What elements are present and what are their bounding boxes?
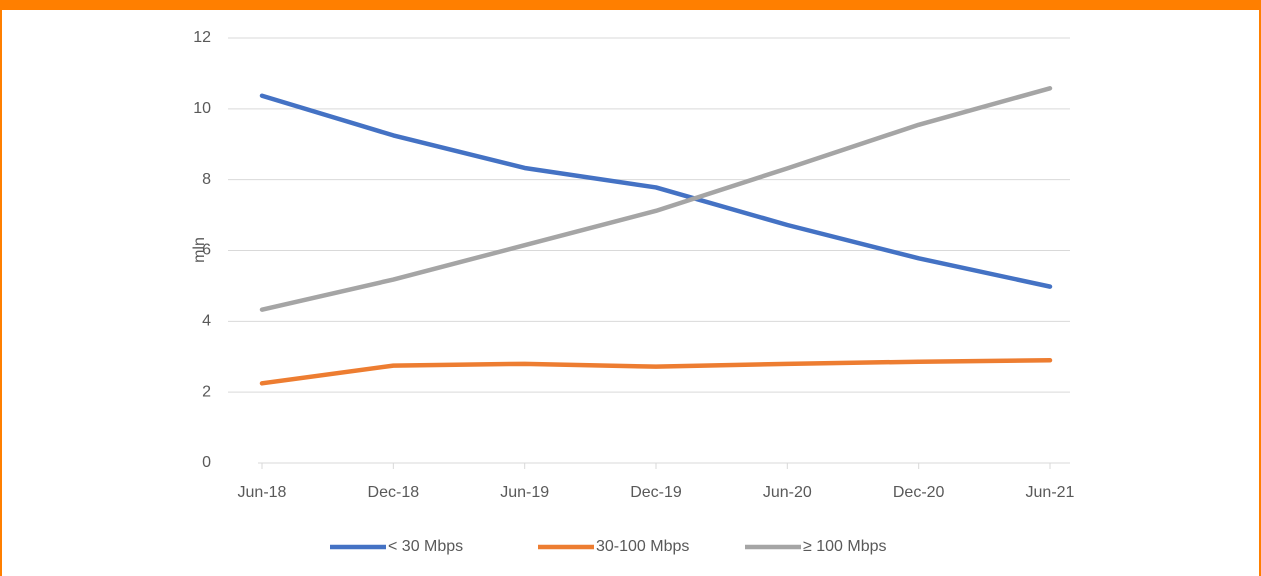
y-tick-label: 0 bbox=[202, 454, 211, 471]
frame-left bbox=[0, 0, 2, 576]
x-tick-label: Jun-19 bbox=[500, 484, 549, 501]
y-tick-label: 2 bbox=[202, 383, 211, 400]
x-tick-label: Dec-18 bbox=[368, 484, 420, 501]
y-tick-label: 10 bbox=[193, 100, 211, 117]
y-axis-label: mln bbox=[191, 237, 208, 263]
x-tick-label: Dec-20 bbox=[893, 484, 945, 501]
y-tick-label: 8 bbox=[202, 171, 211, 188]
y-tick-label: 6 bbox=[202, 242, 211, 259]
x-tick-label: Dec-19 bbox=[630, 484, 682, 501]
legend-label: ≥ 100 Mbps bbox=[803, 538, 887, 555]
x-tick-label: Jun-21 bbox=[1026, 484, 1075, 501]
legend-label: 30-100 Mbps bbox=[596, 538, 689, 555]
series-line bbox=[259, 358, 1053, 386]
frame-top bbox=[0, 0, 1261, 10]
x-tick-label: Jun-20 bbox=[763, 484, 812, 501]
legend-label: < 30 Mbps bbox=[388, 538, 463, 555]
series-line bbox=[259, 86, 1053, 312]
series-line bbox=[259, 93, 1053, 289]
y-tick-label: 12 bbox=[193, 29, 211, 46]
y-tick-label: 4 bbox=[202, 313, 211, 330]
x-tick-label: Jun-18 bbox=[238, 484, 287, 501]
frame-right bbox=[1259, 0, 1261, 576]
